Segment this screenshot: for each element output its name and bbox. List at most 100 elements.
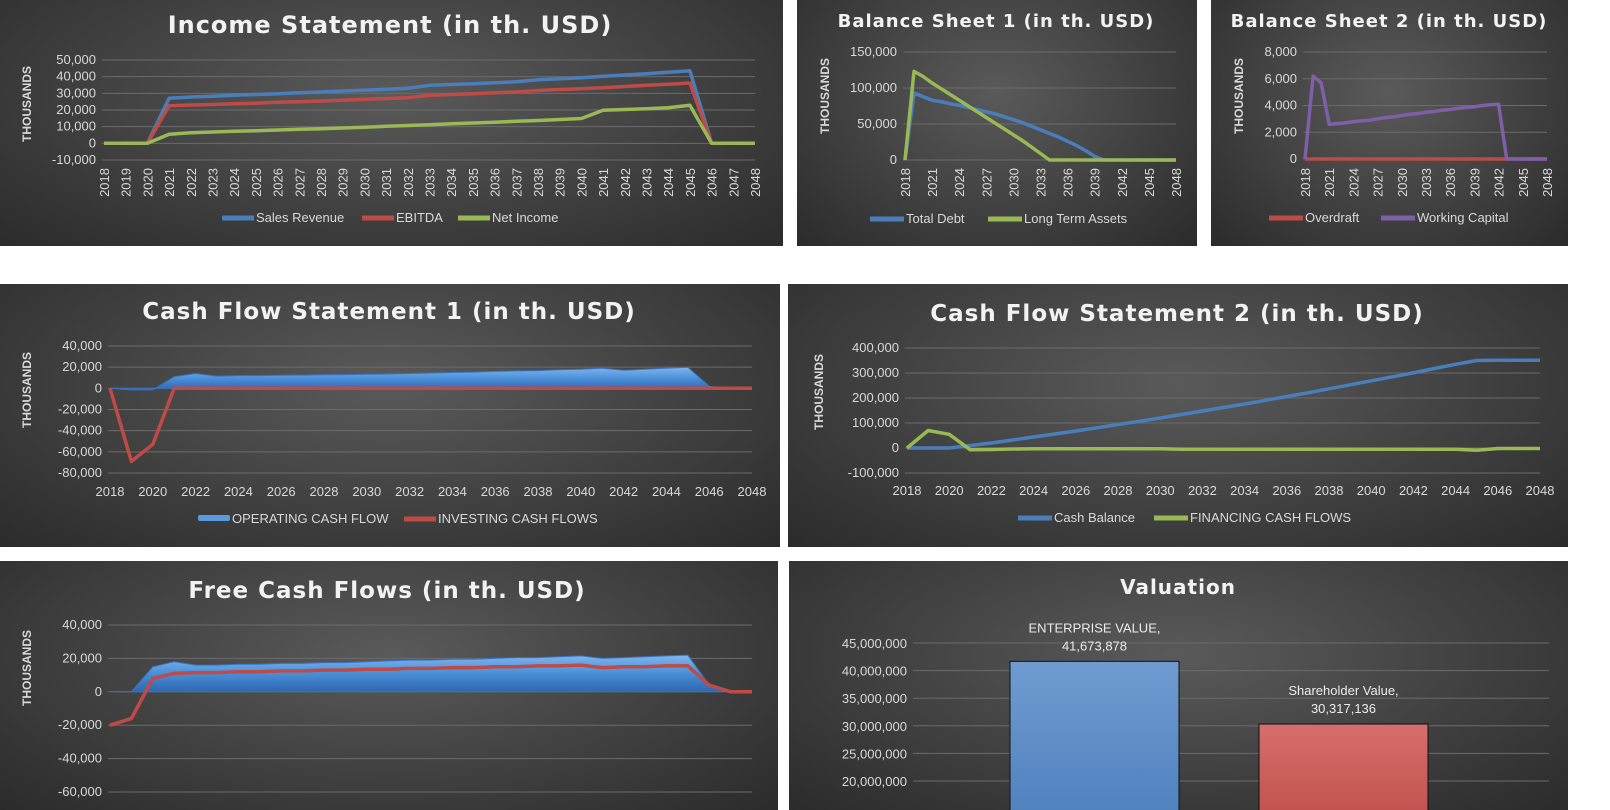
y-tick-label: 40,000 xyxy=(62,338,102,353)
legend-label: Working Capital xyxy=(1417,210,1509,225)
x-tick-label: 2019 xyxy=(119,168,134,197)
series-line xyxy=(903,69,1176,162)
y-tick-label: 30,000 xyxy=(56,85,96,100)
x-tick-label: 2044 xyxy=(1441,483,1470,498)
income-statement-chart: Income Statement (in th. USD) THOUSANDS … xyxy=(20,11,763,225)
x-tick-label: 2018 xyxy=(898,168,913,197)
y-tick-label: -20,000 xyxy=(58,402,102,417)
data-label: 41,673,878 xyxy=(1062,638,1127,653)
chart-title: Income Statement (in th. USD) xyxy=(168,11,613,39)
y-tick-label: 20,000 xyxy=(62,650,102,665)
chart-title: Cash Flow Statement 2 (in th. USD) xyxy=(930,301,1423,327)
bar xyxy=(1009,660,1180,810)
series-line xyxy=(104,81,755,146)
series-area xyxy=(110,654,752,693)
x-tick-label: 2026 xyxy=(267,484,296,499)
x-tick-label: 2021 xyxy=(162,168,177,197)
x-tick-label: 2046 xyxy=(1483,483,1512,498)
x-tick-label: 2030 xyxy=(1146,483,1175,498)
x-tick-label: 2025 xyxy=(249,168,264,197)
x-tick-label: 2027 xyxy=(1371,168,1386,197)
x-tick-label: 2048 xyxy=(1169,168,1184,197)
x-tick-label: 2044 xyxy=(652,484,681,499)
x-tick-label: 2039 xyxy=(1088,168,1103,197)
y-axis-label: THOUSANDS xyxy=(818,58,832,134)
y-tick-label: 0 xyxy=(892,440,899,455)
series-line xyxy=(108,386,752,464)
x-tick-label: 2022 xyxy=(184,168,199,197)
legend-label: Long Term Assets xyxy=(1024,211,1128,226)
x-tick-label: 2042 xyxy=(618,168,633,197)
x-tick-label: 2034 xyxy=(444,168,459,197)
x-tick-label: 2024 xyxy=(227,168,242,197)
x-tick-label: 2042 xyxy=(1399,483,1428,498)
x-tick-label: 2032 xyxy=(401,168,416,197)
valuation-chart: Valuation 45,000,000 40,000,000 35,000,000… xyxy=(842,575,1549,810)
x-tick-label: 2030 xyxy=(357,168,372,197)
x-tick-label: 2033 xyxy=(1419,168,1434,197)
legend-label: INVESTING CASH FLOWS xyxy=(438,511,598,526)
x-tick-label: 2045 xyxy=(1516,168,1531,197)
chart-title: Cash Flow Statement 1 (in th. USD) xyxy=(142,299,635,325)
y-tick-label: 2,000 xyxy=(1264,124,1297,139)
y-tick-label: 0 xyxy=(95,684,102,699)
y-tick-label: 8,000 xyxy=(1264,44,1297,59)
x-tick-label: 2024 xyxy=(224,484,253,499)
data-label: ENTERPRISE VALUE, xyxy=(1029,620,1161,635)
x-tick-label: 2018 xyxy=(893,483,922,498)
y-tick-label: -60,000 xyxy=(58,784,102,799)
x-tick-label: 2037 xyxy=(509,168,524,197)
y-tick-label: 10,000 xyxy=(56,119,96,134)
y-tick-label: -10,000 xyxy=(52,152,96,167)
y-axis-label: THOUSANDS xyxy=(20,352,34,428)
balance-sheet-2-panel: Balance Sheet 2 (in th. USD) THOUSANDS 0… xyxy=(1211,0,1568,246)
chart-title: Balance Sheet 1 (in th. USD) xyxy=(838,11,1155,32)
x-tick-label: 2038 xyxy=(524,484,553,499)
x-tick-label: 2046 xyxy=(695,484,724,499)
x-tick-label: 2032 xyxy=(1188,483,1217,498)
x-tick-label: 2040 xyxy=(566,484,595,499)
balance-sheet-1-panel: Balance Sheet 1 (in th. USD) THOUSANDS 0… xyxy=(797,0,1197,246)
series-line xyxy=(1303,74,1547,161)
cash-flow-2-panel: Cash Flow Statement 2 (in th. USD) THOUS… xyxy=(788,284,1568,547)
y-tick-label: 20,000,000 xyxy=(842,774,907,789)
y-tick-label: 300,000 xyxy=(852,365,899,380)
series-line xyxy=(903,91,1176,162)
x-tick-label: 2045 xyxy=(1142,168,1157,197)
x-tick-label: 2032 xyxy=(395,484,424,499)
x-tick-label: 2040 xyxy=(1357,483,1386,498)
x-tick-label: 2030 xyxy=(1395,168,1410,197)
x-tick-label: 2048 xyxy=(738,484,767,499)
x-tick-label: 2024 xyxy=(952,168,967,197)
y-tick-label: 0 xyxy=(1290,151,1297,166)
y-axis-label: THOUSANDS xyxy=(812,354,826,430)
x-tick-label: 2023 xyxy=(206,168,221,197)
x-tick-label: 2026 xyxy=(1061,483,1090,498)
x-tick-label: 2026 xyxy=(271,168,286,197)
y-tick-label: 40,000 xyxy=(62,617,102,632)
x-tick-label: 2027 xyxy=(292,168,307,197)
x-tick-label: 2036 xyxy=(1272,483,1301,498)
y-tick-label: 150,000 xyxy=(850,44,897,59)
x-tick-label: 2028 xyxy=(1104,483,1133,498)
chart-title: Balance Sheet 2 (in th. USD) xyxy=(1231,11,1548,32)
x-tick-label: 2039 xyxy=(553,168,568,197)
free-cash-flows-panel: Free Cash Flows (in th. USD) THOUSANDS 4… xyxy=(0,561,778,810)
y-tick-label: -100,000 xyxy=(848,465,899,480)
x-tick-label: 2040 xyxy=(574,168,589,197)
y-tick-label: -80,000 xyxy=(58,465,102,480)
x-tick-label: 2035 xyxy=(466,168,481,197)
cash-flow-2-chart: Cash Flow Statement 2 (in th. USD) THOUS… xyxy=(812,301,1554,525)
x-tick-label: 2046 xyxy=(705,168,720,197)
balance-sheet-2-chart: Balance Sheet 2 (in th. USD) THOUSANDS 0… xyxy=(1231,11,1555,225)
y-tick-label: -60,000 xyxy=(58,444,102,459)
x-tick-label: 2038 xyxy=(1315,483,1344,498)
y-tick-label: 4,000 xyxy=(1264,98,1297,113)
y-tick-label: 100,000 xyxy=(852,415,899,430)
x-tick-label: 2027 xyxy=(979,168,994,197)
legend-label: Total Debt xyxy=(906,211,965,226)
cash-flow-1-panel: Cash Flow Statement 1 (in th. USD) THOUS… xyxy=(0,284,780,547)
x-tick-label: 2021 xyxy=(1322,168,1337,197)
x-tick-label: 2045 xyxy=(683,168,698,197)
y-tick-label: 6,000 xyxy=(1264,71,1297,86)
